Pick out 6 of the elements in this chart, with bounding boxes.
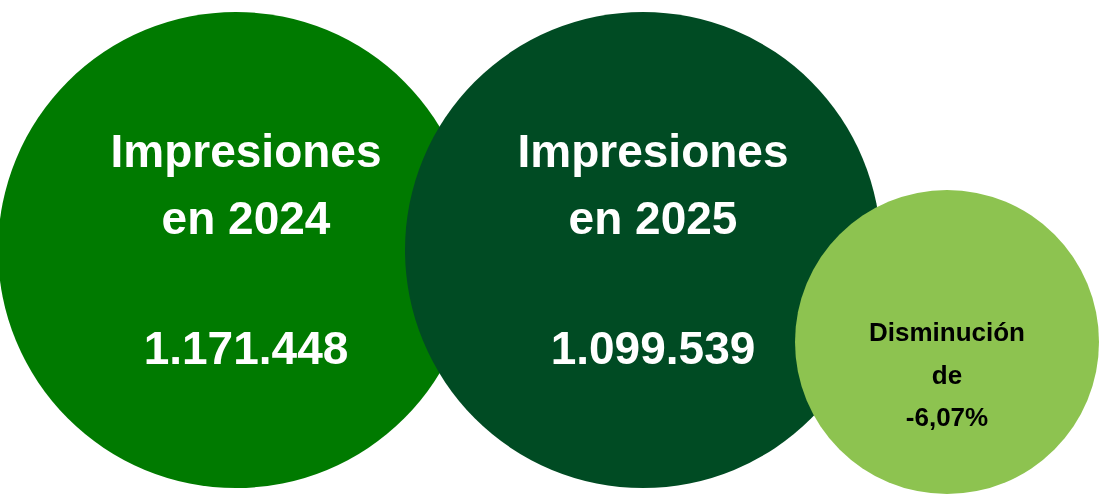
- data-label: -6,07%: [905, 401, 989, 432]
- data-label: 1.171.448: [143, 322, 349, 375]
- category-label: Impresiones en 2025: [517, 125, 789, 245]
- category-label: Impresiones en 2024: [110, 125, 382, 245]
- data-label: 1.099.539: [550, 322, 756, 375]
- category-label: Disminución de: [868, 316, 1026, 390]
